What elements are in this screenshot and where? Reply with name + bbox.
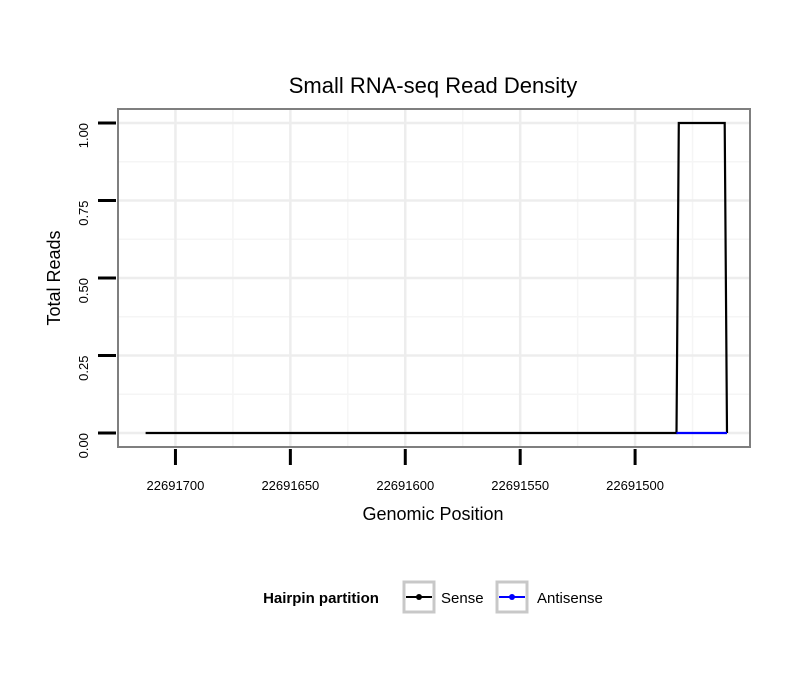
legend-point-antisense	[509, 594, 515, 600]
legend-entry-antisense: Antisense	[495, 580, 603, 614]
y-axis-title: Total Reads	[44, 230, 64, 325]
legend-point-sense	[416, 594, 422, 600]
x-axis: 22691700 22691650 22691600 22691550 22691500	[147, 449, 664, 493]
y-tick-label: 0.25	[76, 356, 91, 381]
y-tick-label: 0.50	[76, 278, 91, 303]
x-tick-label: 22691550	[491, 478, 549, 493]
y-axis: 0.00 0.25 0.50 0.75 1.00	[76, 121, 116, 458]
legend-label-sense: Sense	[441, 590, 484, 607]
x-tick-label: 22691700	[147, 478, 205, 493]
legend-label-antisense: Antisense	[537, 590, 603, 607]
series-line-sense	[145, 121, 729, 435]
y-tick-label: 1.00	[76, 123, 91, 148]
x-axis-title: Genomic Position	[362, 504, 503, 524]
legend: Hairpin partition Sense Antisense	[263, 580, 603, 614]
chart-title: Small RNA-seq Read Density	[289, 73, 578, 98]
y-tick-label: 0.75	[76, 200, 91, 225]
y-tick-label: 0.00	[76, 433, 91, 458]
series-lines	[145, 121, 729, 435]
x-tick-label: 22691650	[261, 478, 319, 493]
legend-entry-sense: Sense	[402, 580, 484, 614]
plot-border	[117, 108, 751, 448]
x-tick-label: 22691600	[376, 478, 434, 493]
x-tick-label: 22691500	[606, 478, 664, 493]
legend-title: Hairpin partition	[263, 590, 379, 607]
